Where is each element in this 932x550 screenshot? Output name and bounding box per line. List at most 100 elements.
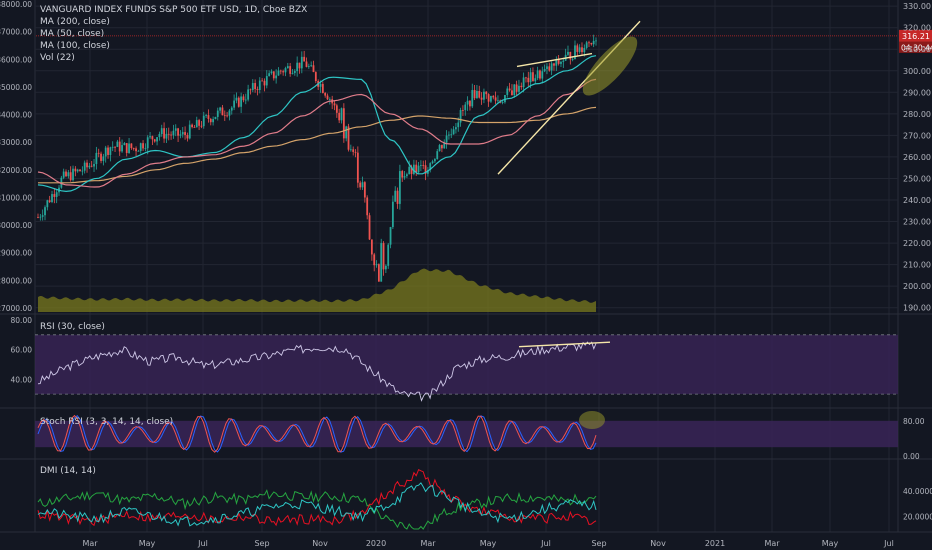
candle-body [223, 115, 226, 117]
candle-body [160, 128, 163, 135]
candle-body [452, 129, 455, 135]
candle-body [506, 88, 509, 95]
candle-body [146, 137, 149, 149]
candle-body [83, 162, 86, 171]
candle-body [307, 66, 310, 67]
right-axis-tick: 190.00 [903, 304, 931, 313]
candle-body [188, 124, 191, 139]
dmi-title[interactable]: DMI (14, 14) [40, 466, 96, 476]
candle-body [65, 171, 67, 177]
x-tick-label: 2020 [366, 539, 386, 548]
candle-body [441, 145, 443, 149]
candle-body [41, 215, 44, 217]
candle-body [181, 132, 184, 135]
last-price-box [899, 29, 932, 42]
candle-body [237, 97, 240, 107]
candle-body [275, 75, 278, 79]
candle-body [408, 166, 411, 175]
candle-body [247, 89, 250, 100]
candle-body [338, 112, 341, 121]
left-axis-tick: 33000.00 [0, 138, 32, 147]
left-axis-tick: 37000.00 [0, 28, 32, 37]
right-axis-tick: 230.00 [903, 218, 931, 227]
candle-body [55, 192, 58, 197]
candle-body [398, 171, 401, 204]
left-axis-tick: 27000.00 [0, 304, 32, 313]
candle-body [153, 139, 156, 142]
candle-body [69, 172, 72, 181]
left-axis-tick: 36000.00 [0, 55, 32, 64]
candle-body [144, 148, 147, 150]
stoch-rsi-panel: 80.00 0.00 [35, 411, 925, 461]
candle-body [455, 127, 457, 130]
right-axis-tick: 220.00 [903, 239, 931, 248]
candle-body [93, 163, 95, 167]
candle-body [434, 159, 436, 162]
candle-body [258, 80, 261, 91]
x-tick-label: Nov [312, 539, 328, 548]
candle-body [492, 95, 495, 98]
x-tick-label: 2021 [705, 539, 725, 548]
stoch-line-0 [37, 415, 597, 453]
candle-body [100, 153, 102, 161]
candle-body [333, 103, 336, 106]
candle-body [410, 166, 413, 174]
candle-body [107, 147, 109, 155]
candle-body [170, 134, 172, 136]
candle-body [515, 84, 518, 92]
right-axis-tick: 260.00 [903, 153, 931, 162]
countdown-box [899, 41, 932, 53]
candle-body [130, 143, 133, 149]
candle-body [88, 165, 91, 168]
stoch-rsi-title[interactable]: Stoch RSI (3, 3, 14, 14, close) [40, 417, 174, 427]
candle-body [219, 107, 222, 111]
x-tick-label: Mar [764, 539, 780, 548]
right-axis-tick: 280.00 [903, 110, 931, 119]
legend-ma50[interactable]: MA (50, close) [40, 29, 105, 39]
candle-body [261, 80, 264, 82]
candle-body [342, 108, 345, 139]
candle-body [394, 190, 397, 202]
candle-body [279, 70, 282, 72]
ma-line-1 [37, 55, 597, 193]
right-axis-tick: 240.00 [903, 196, 931, 205]
candle-body [536, 70, 539, 79]
left-axis-tick: 28000.00 [0, 276, 32, 285]
candle-body [104, 147, 107, 157]
candle-body [525, 77, 527, 79]
right-axis-tick: 250.00 [903, 174, 931, 183]
candle-body [494, 97, 497, 101]
countdown-label: 04:30:44 [901, 43, 932, 52]
candle-body [242, 96, 245, 101]
candle-body [412, 164, 415, 174]
legend-volume[interactable]: Vol (22) [40, 53, 75, 63]
candle-body [340, 108, 343, 121]
legend-ma200[interactable]: MA (200, close) [40, 17, 110, 27]
annotations: 316.21 04:30:44 [36, 20, 932, 175]
candle-body [457, 122, 460, 128]
legend-ma100[interactable]: MA (100, close) [40, 41, 110, 51]
candle-body [179, 134, 182, 136]
candle-body [186, 135, 189, 139]
candle-body [375, 264, 378, 266]
candle-body [508, 88, 511, 91]
candle-body [560, 61, 562, 64]
candle-body [539, 70, 541, 79]
candle-body [443, 142, 446, 149]
candle-body [480, 97, 483, 100]
candle-body [592, 40, 595, 45]
x-tick-label: Jul [197, 539, 208, 548]
candle-body [349, 149, 352, 151]
candle-body [230, 107, 233, 111]
projection-highlight [582, 36, 638, 96]
candle-body [534, 78, 537, 82]
candle-body [324, 92, 327, 96]
candle-body [347, 126, 350, 150]
candle-body [478, 90, 481, 98]
candle-body [543, 68, 546, 72]
candle-body [345, 126, 348, 139]
candle-body [595, 40, 597, 42]
candle-body [137, 150, 140, 152]
rsi-title[interactable]: RSI (30, close) [40, 322, 105, 332]
